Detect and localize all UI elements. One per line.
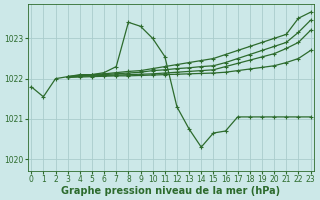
X-axis label: Graphe pression niveau de la mer (hPa): Graphe pression niveau de la mer (hPa) — [61, 186, 280, 196]
